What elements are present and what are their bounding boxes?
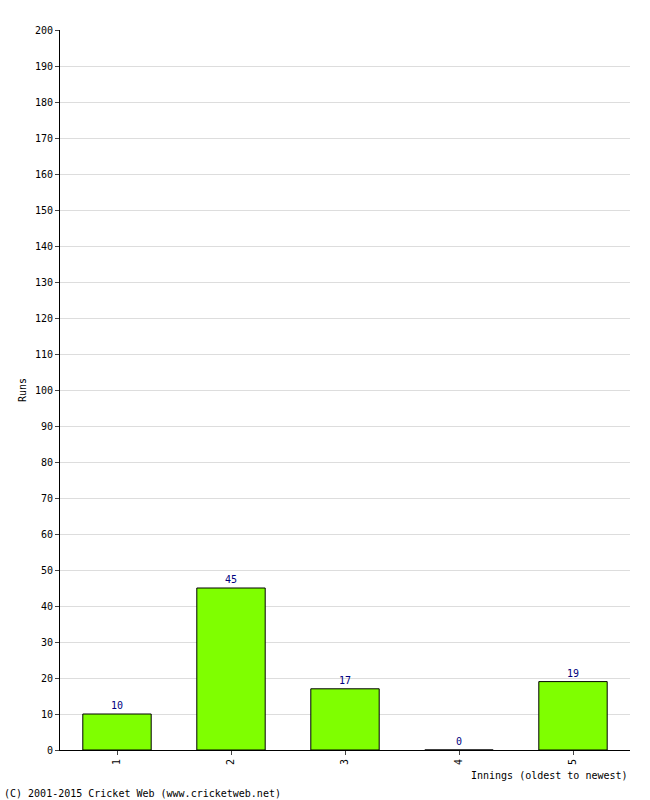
- svg-text:130: 130: [35, 277, 53, 288]
- svg-text:5: 5: [567, 759, 578, 765]
- svg-text:30: 30: [41, 637, 53, 648]
- svg-text:120: 120: [35, 313, 53, 324]
- svg-text:Runs: Runs: [17, 378, 28, 402]
- svg-text:200: 200: [35, 25, 53, 36]
- svg-text:90: 90: [41, 421, 53, 432]
- svg-text:2: 2: [225, 759, 236, 765]
- svg-text:Innings (oldest to newest): Innings (oldest to newest): [471, 770, 628, 781]
- svg-text:17: 17: [339, 675, 351, 686]
- svg-text:1: 1: [111, 759, 122, 765]
- svg-text:160: 160: [35, 169, 53, 180]
- svg-text:45: 45: [225, 574, 237, 585]
- svg-text:170: 170: [35, 133, 53, 144]
- svg-text:150: 150: [35, 205, 53, 216]
- svg-text:140: 140: [35, 241, 53, 252]
- svg-text:0: 0: [456, 736, 462, 747]
- svg-text:80: 80: [41, 457, 53, 468]
- svg-text:4: 4: [453, 759, 464, 765]
- svg-text:50: 50: [41, 565, 53, 576]
- svg-text:60: 60: [41, 529, 53, 540]
- svg-text:100: 100: [35, 385, 53, 396]
- svg-text:110: 110: [35, 349, 53, 360]
- svg-text:190: 190: [35, 61, 53, 72]
- svg-text:10: 10: [41, 709, 53, 720]
- svg-text:180: 180: [35, 97, 53, 108]
- svg-text:19: 19: [567, 668, 579, 679]
- svg-text:(C) 2001-2015 Cricket Web (www: (C) 2001-2015 Cricket Web (www.cricketwe…: [4, 788, 281, 799]
- svg-text:40: 40: [41, 601, 53, 612]
- svg-text:70: 70: [41, 493, 53, 504]
- svg-text:0: 0: [47, 745, 53, 756]
- svg-text:10: 10: [111, 700, 123, 711]
- svg-text:3: 3: [339, 759, 350, 765]
- svg-text:20: 20: [41, 673, 53, 684]
